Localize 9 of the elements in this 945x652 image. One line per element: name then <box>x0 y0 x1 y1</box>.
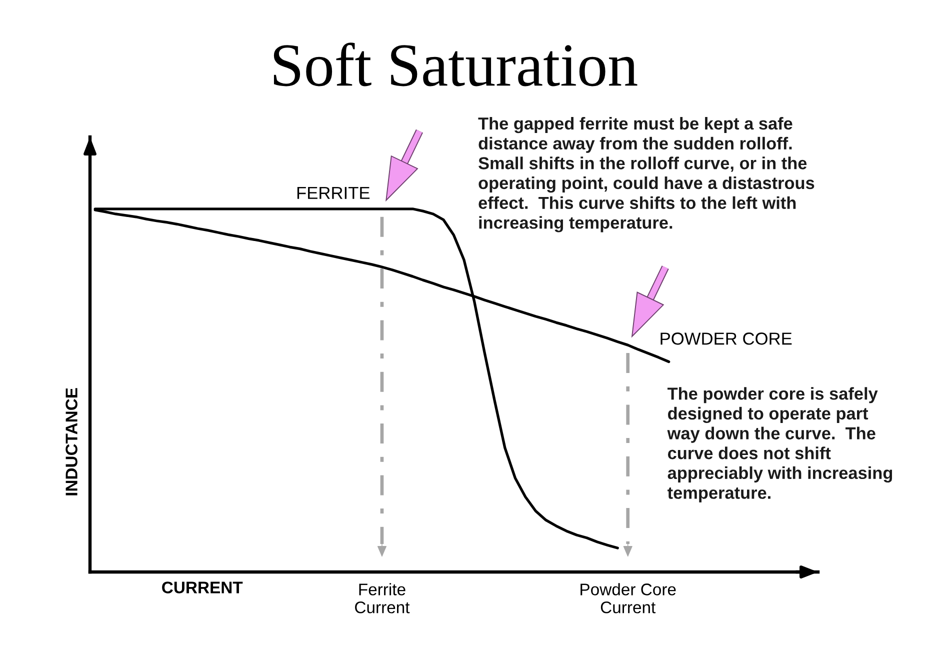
series-label: FERRITE <box>297 186 370 199</box>
x-tick-label: Ferrite Current <box>355 583 410 614</box>
x-tick-label: Powder Core Current <box>580 583 676 614</box>
series-label: POWDER CORE <box>660 332 792 345</box>
y-axis-title: INDUCTANCE <box>66 388 78 496</box>
x-axis-title: CURRENT <box>162 582 243 594</box>
annotation: The powder core is safely designed to operate part way down the curve. The curve does not shift appreciably with increasing temperature. <box>667 387 892 502</box>
chart-title: Soft Saturation <box>274 42 638 86</box>
annotation: The gapped ferrite must be kept a safe distance away from the sudden rolloff. Small shifts in the rolloff curve, or in the operating point, could have a distastrous effect. This curve shifts to the left with increasing temperature. <box>478 116 814 232</box>
